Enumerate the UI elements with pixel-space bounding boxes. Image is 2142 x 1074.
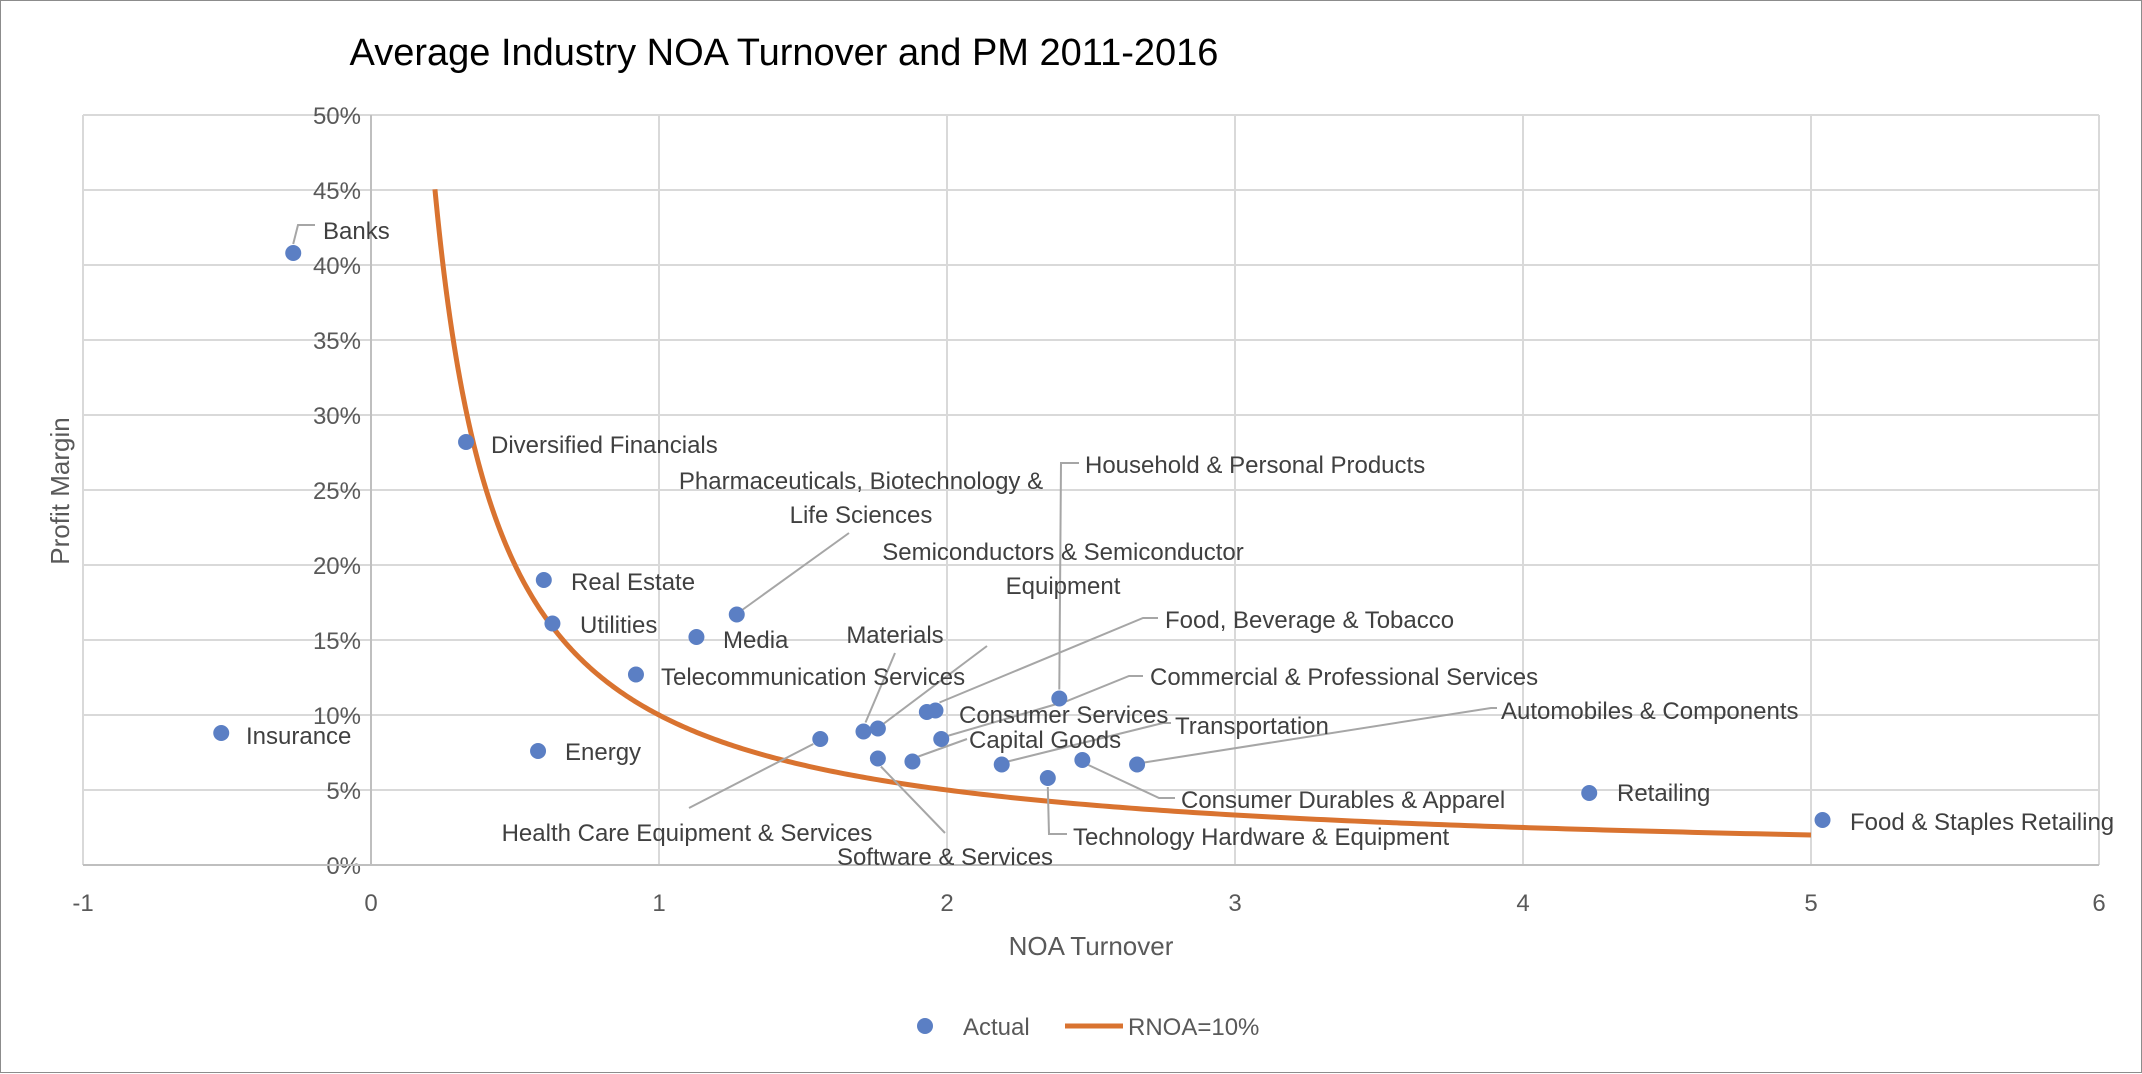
leader-line	[946, 675, 1143, 737]
data-point	[1129, 756, 1146, 773]
y-tick-label: 20%	[313, 553, 361, 580]
data-point	[1814, 812, 1831, 828]
y-tick-label: 30%	[313, 403, 361, 430]
y-tick-label: 0%	[326, 853, 361, 880]
x-tick-label: 4	[1516, 890, 1529, 917]
data-point	[1051, 690, 1068, 707]
data-point	[933, 731, 950, 747]
legend: Actual RNOA=10%	[917, 1014, 1259, 1041]
point-label: Technology Hardware & Equipment	[1073, 824, 1450, 851]
leader-line	[880, 765, 946, 834]
data-point	[544, 615, 561, 632]
y-axis-title: Profit Margin	[45, 417, 75, 564]
point-label: Consumer Durables & Apparel	[1181, 787, 1505, 814]
point-label: Materials	[846, 622, 943, 649]
legend-label-curve: RNOA=10%	[1128, 1014, 1259, 1041]
point-label: Capital Goods	[969, 727, 1121, 754]
data-point	[530, 743, 547, 759]
y-tick-label: 5%	[326, 778, 361, 805]
rnoa-curve	[432, 189, 1812, 838]
data-point	[993, 756, 1010, 773]
chart-title: Average Industry NOA Turnover and PM 201…	[350, 32, 1219, 74]
x-tick-label: 1	[652, 890, 665, 917]
point-label: Real Estate	[571, 569, 695, 596]
data-point	[1074, 752, 1091, 768]
point-label: Banks	[323, 218, 390, 245]
point-layer	[213, 245, 1831, 828]
axis-layer: 0% 5% 10% 15% 20% 25% 30% 35% 40% 45% 50% -1 0 1 2 3 4 5 6	[72, 103, 2105, 917]
point-label: Pharmaceuticals, Biotechnology &	[679, 468, 1043, 495]
point-label: Food & Staples Retailing	[1850, 809, 2114, 836]
data-point	[458, 434, 475, 450]
point-label: Food, Beverage & Tobacco	[1165, 607, 1454, 634]
data-point	[1581, 785, 1598, 801]
data-point	[535, 572, 552, 588]
data-point	[285, 245, 302, 261]
y-tick-label: 10%	[313, 703, 361, 730]
leader-line	[918, 738, 968, 758]
leader-line	[1058, 462, 1079, 690]
x-tick-label: -1	[72, 890, 93, 917]
point-label: Health Care Equipment & Services	[502, 820, 873, 847]
point-label: Consumer Services	[959, 702, 1168, 729]
point-label: Energy	[565, 739, 641, 766]
x-tick-label: 3	[1228, 890, 1241, 917]
leader-line	[864, 652, 896, 723]
data-point	[904, 753, 921, 770]
leader-line	[1046, 786, 1067, 835]
leader-line	[939, 617, 1158, 704]
leader-line	[1087, 764, 1175, 799]
point-label: Household & Personal Products	[1085, 452, 1425, 479]
legend-label-actual: Actual	[963, 1014, 1030, 1041]
point-label: Transportation	[1175, 713, 1329, 740]
point-label: Diversified Financials	[491, 432, 718, 459]
data-point	[1039, 770, 1056, 786]
point-label: Automobiles & Components	[1501, 698, 1799, 725]
label-layer: Banks Insurance Diversified Financials Real…	[246, 218, 2114, 871]
point-label: Telecommunication Services	[661, 664, 965, 691]
point-label: Equipment	[1006, 573, 1121, 600]
data-point	[688, 629, 705, 645]
point-label: Life Sciences	[790, 502, 933, 529]
data-point	[869, 720, 886, 737]
leader-layer	[292, 224, 1497, 835]
point-label: Software & Services	[837, 844, 1053, 871]
x-tick-label: 5	[1804, 890, 1817, 917]
point-label: Utilities	[580, 612, 657, 639]
curve-layer	[432, 189, 1812, 838]
point-label: Semiconductors & Semiconductor	[882, 539, 1244, 566]
point-label: Insurance	[246, 723, 351, 750]
x-tick-label: 0	[364, 890, 377, 917]
point-label: Media	[723, 627, 789, 654]
y-tick-label: 15%	[313, 628, 361, 655]
leader-line	[883, 645, 988, 725]
data-point	[728, 606, 745, 623]
x-tick-label: 2	[940, 890, 953, 917]
y-tick-label: 25%	[313, 478, 361, 505]
y-tick-label: 45%	[313, 178, 361, 205]
data-point	[627, 666, 644, 683]
y-tick-label: 35%	[313, 328, 361, 355]
data-point	[927, 702, 944, 719]
leader-line	[292, 224, 315, 245]
y-tick-label: 40%	[313, 253, 361, 280]
leader-line	[1007, 722, 1171, 763]
data-point	[213, 725, 230, 741]
data-point	[812, 731, 829, 747]
legend-marker-actual	[917, 1018, 933, 1034]
x-axis-title: NOA Turnover	[1009, 931, 1174, 961]
data-point	[855, 723, 872, 740]
leader-line	[742, 532, 850, 611]
leader-line	[1143, 707, 1497, 764]
data-point	[869, 750, 886, 767]
point-label: Commercial & Professional Services	[1150, 664, 1538, 691]
x-tick-label: 6	[2092, 890, 2105, 917]
y-tick-label: 50%	[313, 103, 361, 130]
leader-line	[688, 743, 814, 809]
point-label: Retailing	[1617, 780, 1710, 807]
